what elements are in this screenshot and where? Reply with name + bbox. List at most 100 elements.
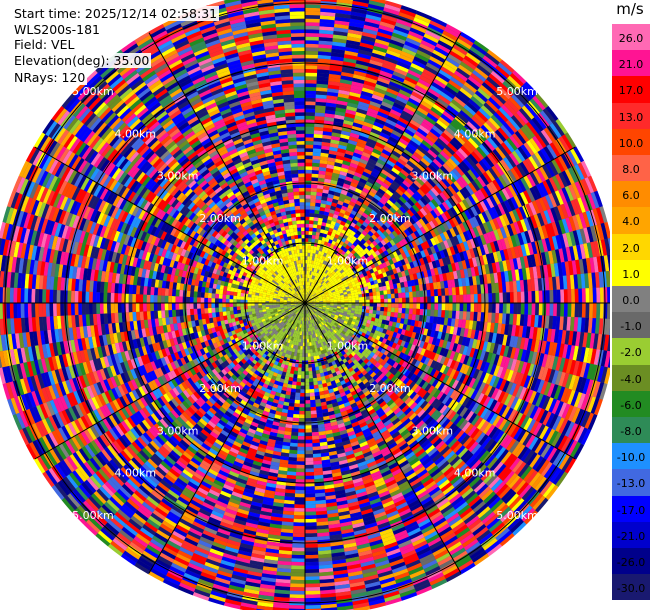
velocity-gate (513, 303, 518, 315)
velocity-gate (328, 212, 334, 218)
velocity-gate (543, 264, 549, 278)
velocity-gate (439, 203, 447, 213)
velocity-gate (452, 295, 457, 303)
velocity-gate (389, 216, 396, 224)
velocity-gate (347, 307, 352, 311)
velocity-gate (518, 268, 524, 281)
velocity-gate (317, 221, 323, 226)
velocity-gate (331, 217, 338, 223)
velocity-gate (437, 331, 443, 340)
velocity-gate (331, 291, 336, 295)
velocity-gate (318, 217, 323, 222)
velocity-gate (467, 169, 477, 181)
velocity-gate (433, 196, 442, 206)
velocity-gate (384, 162, 394, 171)
velocity-gate (389, 316, 394, 322)
velocity-gate (389, 109, 402, 117)
velocity-gate (308, 301, 313, 303)
velocity-gate (398, 254, 404, 261)
velocity-gate (305, 101, 316, 106)
velocity-gate (330, 135, 341, 141)
velocity-gate (384, 3, 401, 13)
velocity-gate (506, 154, 517, 168)
velocity-gate (318, 306, 323, 308)
velocity-gate (349, 132, 360, 139)
velocity-gate (453, 96, 466, 108)
velocity-gate (380, 168, 390, 177)
velocity-gate (332, 310, 337, 313)
velocity-gate (357, 311, 362, 315)
velocity-gate (469, 285, 474, 295)
velocity-gate (401, 110, 413, 120)
velocity-gate (368, 158, 377, 166)
velocity-gate (333, 195, 340, 201)
velocity-gate (306, 267, 309, 271)
velocity-gate (406, 209, 415, 217)
velocity-gate (548, 250, 554, 265)
velocity-gate (374, 238, 381, 245)
velocity-gate (541, 238, 548, 253)
velocity-gate (422, 97, 435, 107)
velocity-gate (312, 303, 316, 305)
velocity-gate (334, 111, 346, 117)
velocity-gate (379, 185, 388, 193)
velocity-gate (305, 58, 318, 63)
velocity-gate (559, 275, 564, 290)
velocity-gate (363, 318, 368, 323)
velocity-gate (355, 60, 370, 67)
velocity-gate (498, 144, 509, 157)
velocity-gate (336, 100, 348, 106)
velocity-gate (333, 118, 344, 124)
velocity-gate (530, 215, 538, 229)
velocity-gate (397, 287, 402, 294)
velocity-gate (578, 303, 583, 318)
velocity-gate (339, 82, 352, 89)
velocity-gate (343, 57, 357, 64)
velocity-gate (309, 294, 312, 298)
velocity-gate (326, 281, 331, 285)
velocity-gate (410, 24, 427, 34)
velocity-gate (331, 172, 340, 178)
velocity-gate (469, 238, 477, 249)
velocity-gate (400, 329, 406, 336)
velocity-gate (367, 107, 379, 115)
velocity-gate (336, 103, 347, 110)
velocity-gate (334, 158, 344, 164)
velocity-gate (318, 283, 322, 287)
velocity-gate (417, 321, 423, 328)
velocity-gate (531, 351, 538, 365)
velocity-gate (550, 263, 556, 277)
velocity-gate (343, 309, 348, 312)
velocity-gate (412, 291, 417, 298)
velocity-gate (386, 235, 393, 242)
velocity-gate (598, 318, 604, 335)
velocity-gate (330, 256, 335, 261)
velocity-gate (329, 294, 333, 297)
velocity-gate (596, 256, 603, 273)
velocity-gate (445, 220, 453, 230)
velocity-gate (308, 300, 312, 302)
velocity-gate (325, 286, 330, 290)
velocity-gate (409, 94, 422, 104)
velocity-gate (604, 238, 610, 256)
velocity-gate (353, 148, 364, 156)
velocity-gate (566, 150, 578, 166)
velocity-gate (414, 201, 423, 211)
velocity-gate (398, 171, 407, 180)
velocity-gate (315, 304, 320, 306)
velocity-gate (391, 321, 397, 328)
velocity-gate (343, 119, 354, 126)
velocity-gate (401, 213, 409, 222)
velocity-gate (450, 155, 461, 166)
velocity-gate (327, 216, 333, 221)
velocity-gate (366, 303, 370, 307)
velocity-gate (406, 188, 415, 197)
velocity-gate (520, 244, 527, 257)
velocity-gate (338, 224, 345, 230)
velocity-gate (369, 292, 373, 297)
velocity-gate (409, 171, 419, 180)
velocity-gate (472, 164, 483, 176)
velocity-gate (540, 148, 552, 163)
velocity-gate (558, 343, 565, 358)
velocity-gate (592, 287, 597, 303)
